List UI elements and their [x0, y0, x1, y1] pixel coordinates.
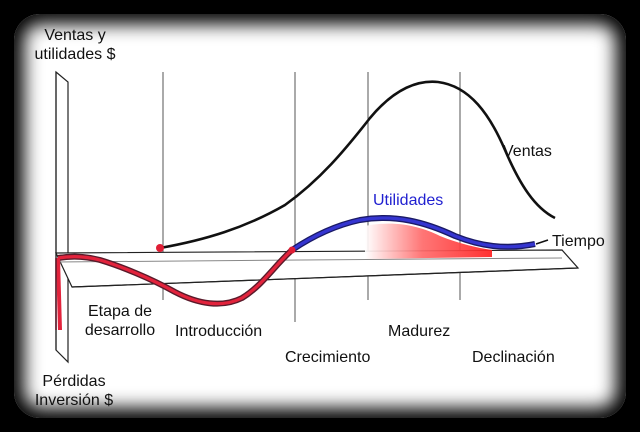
y-axis-top-label: Ventas y utilidades $	[20, 26, 130, 64]
stage-maturity: Madurez	[388, 323, 451, 340]
time-axis-board	[55, 249, 580, 288]
stage-growth: Crecimiento	[285, 349, 371, 366]
investment-drop	[56, 257, 62, 331]
y-axis-top-label-line1: Ventas y	[44, 27, 106, 44]
profit-label: Utilidades	[373, 192, 444, 209]
y-axis-bottom-label-line1: Pérdidas	[42, 373, 106, 390]
sales-curve	[159, 80, 556, 250]
stage-development-line1: Etapa de	[87, 303, 153, 320]
time-pointer	[535, 239, 549, 245]
stage-development: Etapa de desarrollo	[74, 302, 166, 340]
loss-curve	[57, 248, 294, 306]
time-axis-back-edge	[55, 257, 563, 263]
time-label: Tiempo	[552, 233, 605, 250]
stage-development-line2: desarrollo	[84, 322, 156, 339]
profit-area-fill	[365, 223, 492, 259]
y-axis-bottom-label-line2: Inversión $	[34, 392, 114, 409]
stage-introduction: Introducción	[175, 323, 263, 340]
profit-start-dot	[288, 246, 296, 254]
stage-decline: Declinación	[472, 349, 555, 366]
diagram-panel	[14, 14, 626, 418]
sales-start-dot	[156, 244, 164, 252]
sales-label: Ventas	[503, 143, 552, 160]
y-axis-bottom-label: Pérdidas Inversión $	[26, 372, 122, 410]
profit-curve	[291, 216, 536, 252]
y-axis-top-label-line2: utilidades $	[34, 46, 116, 63]
